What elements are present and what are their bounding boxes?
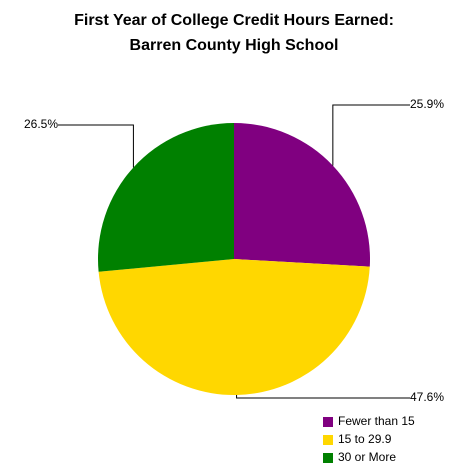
data-label: 47.6% <box>410 390 444 404</box>
leader-line <box>332 104 410 166</box>
legend-label: Fewer than 15 <box>338 414 415 428</box>
leader-line <box>236 394 410 399</box>
pie-slice <box>234 123 370 267</box>
legend-label: 15 to 29.9 <box>338 432 392 446</box>
chart-title: First Year of College Credit Hours Earne… <box>74 12 394 29</box>
legend-swatch <box>323 435 333 445</box>
pie-slice <box>98 123 235 272</box>
chart-title: Barren County High School <box>130 37 339 54</box>
leader-line <box>58 124 134 168</box>
pie-slice <box>98 259 370 395</box>
data-label: 26.5% <box>24 117 58 131</box>
legend-swatch <box>323 417 333 427</box>
legend-label: 30 or More <box>338 450 396 464</box>
data-label: 25.9% <box>410 97 444 111</box>
legend-swatch <box>323 453 333 463</box>
